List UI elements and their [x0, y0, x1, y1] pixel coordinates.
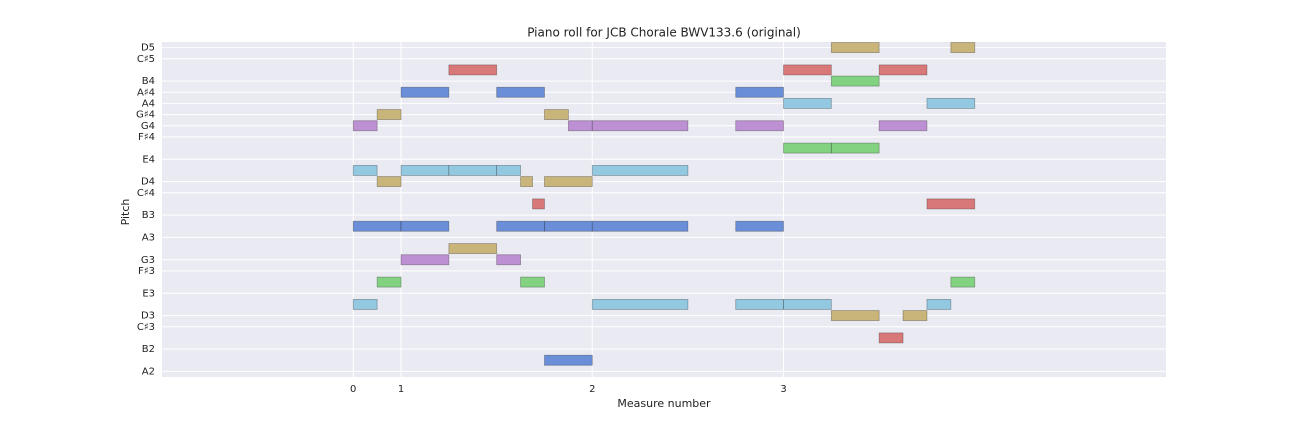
- x-tick-label: 2: [589, 384, 595, 395]
- note: [735, 120, 784, 132]
- note: [830, 42, 880, 54]
- note: [735, 298, 784, 310]
- x-tick-label: 3: [780, 384, 786, 395]
- note: [926, 198, 976, 210]
- note: [520, 276, 545, 288]
- note: [878, 332, 904, 344]
- note: [926, 97, 976, 109]
- note: [926, 298, 952, 310]
- y-tick-label: A4: [142, 98, 155, 109]
- note: [544, 220, 593, 232]
- y-tick-label: F♯4: [138, 132, 155, 143]
- note: [830, 75, 880, 87]
- y-tick-label: D4: [141, 177, 155, 188]
- note: [544, 176, 593, 188]
- note: [400, 164, 450, 176]
- note: [520, 176, 533, 188]
- note: [496, 254, 521, 266]
- y-tick-label: E3: [142, 288, 155, 299]
- note: [544, 109, 569, 121]
- note: [400, 86, 450, 98]
- note: [950, 276, 976, 288]
- note: [448, 164, 498, 176]
- note: [544, 354, 593, 366]
- note: [878, 120, 928, 132]
- y-tick-label: C♯3: [137, 322, 155, 333]
- plot-area: [162, 42, 1166, 377]
- note: [496, 164, 521, 176]
- note: [591, 220, 689, 232]
- note: [591, 164, 689, 176]
- y-tick-label: G4: [141, 121, 155, 132]
- note: [878, 64, 928, 76]
- note: [352, 164, 378, 176]
- y-tick-label: F♯3: [138, 266, 155, 277]
- note: [950, 42, 976, 54]
- y-tick-label: C♯5: [137, 54, 155, 65]
- y-tick-label: B2: [142, 344, 155, 355]
- x-tick-label: 0: [350, 384, 356, 395]
- note: [591, 120, 689, 132]
- y-tick-label: A♯4: [137, 87, 155, 98]
- y-tick-label: D5: [141, 43, 155, 54]
- note: [400, 254, 450, 266]
- note: [496, 86, 545, 98]
- note: [448, 64, 498, 76]
- note: [376, 276, 402, 288]
- note: [783, 64, 832, 76]
- note: [400, 220, 450, 232]
- note: [830, 142, 880, 154]
- note: [532, 198, 545, 210]
- y-tick-label: G♯4: [136, 110, 155, 121]
- y-tick-label: A2: [142, 366, 155, 377]
- chart-title: Piano roll for JCB Chorale BWV133.6 (ori…: [527, 26, 801, 40]
- note: [783, 142, 832, 154]
- y-tick-label: A3: [142, 232, 155, 243]
- y-tick-label: D3: [141, 311, 155, 322]
- note: [448, 243, 498, 255]
- x-axis-label: Measure number: [617, 397, 711, 410]
- y-axis-label: Pitch: [119, 199, 132, 226]
- note: [830, 310, 880, 322]
- note: [352, 220, 402, 232]
- note: [376, 109, 402, 121]
- note: [902, 310, 928, 322]
- y-tick-label: G3: [141, 255, 155, 266]
- note: [352, 298, 378, 310]
- note: [376, 176, 402, 188]
- note: [567, 120, 593, 132]
- note: [783, 298, 832, 310]
- note: [591, 298, 689, 310]
- note: [783, 97, 832, 109]
- y-tick-label: B4: [142, 76, 155, 87]
- note: [352, 120, 378, 132]
- x-tick-label: 1: [398, 384, 404, 395]
- note: [735, 86, 784, 98]
- note: [496, 220, 545, 232]
- y-tick-label: C♯4: [137, 188, 155, 199]
- note: [735, 220, 784, 232]
- y-tick-label: B3: [142, 210, 155, 221]
- y-tick-label: E4: [142, 154, 155, 165]
